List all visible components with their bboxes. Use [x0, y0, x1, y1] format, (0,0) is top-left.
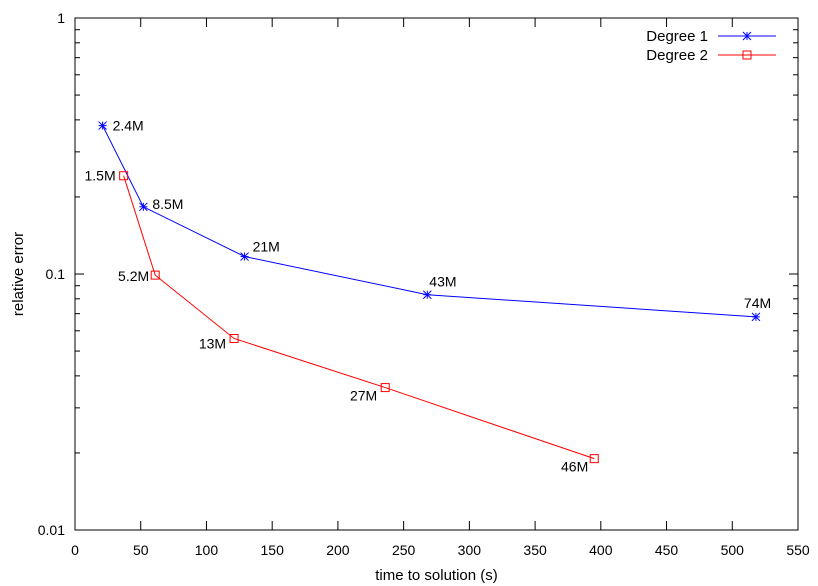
- marker-square: [742, 50, 752, 60]
- legend-label: Degree 2: [646, 47, 708, 64]
- x-tick-label: 150: [261, 542, 285, 558]
- data-label: 13M: [199, 335, 226, 351]
- data-label: 5.2M: [118, 268, 149, 284]
- y-tick-label: 0.1: [46, 266, 66, 282]
- marker-asterisk: [742, 31, 752, 41]
- legend: Degree 1 Degree 2: [646, 28, 776, 64]
- x-tick-label: 300: [458, 542, 482, 558]
- marker-square: [589, 454, 599, 464]
- x-axis-title: time to solution (s): [375, 567, 498, 584]
- marker-asterisk: [240, 252, 249, 261]
- y-tick-label: 1: [57, 10, 65, 26]
- marker-square: [150, 270, 160, 280]
- data-label: 27M: [350, 388, 377, 404]
- x-tick-label: 550: [786, 542, 810, 558]
- series-layer: [98, 121, 761, 464]
- axis-tick-labels: 0 50 100 150 200 250 300 350 400 450 500 550 0.01 0.1…: [38, 10, 810, 558]
- marker-stroke: [742, 31, 752, 41]
- marker-stroke: [139, 202, 148, 212]
- x-tick-label: 250: [392, 542, 416, 558]
- data-label: 46M: [561, 459, 588, 475]
- marker-asterisk: [98, 121, 107, 130]
- y-axis-title: relative error: [10, 232, 27, 316]
- marker-stroke: [98, 121, 107, 130]
- x-tick-label: 400: [589, 542, 613, 558]
- marker-asterisk: [422, 290, 432, 300]
- point-labels: 2.4M 8.5M 21M 43M 74M 1.5M 5.2M 13M 27M 46M: [85, 118, 772, 475]
- x-tick-label: 450: [655, 542, 679, 558]
- marker-stroke: [751, 312, 761, 322]
- marker-stroke: [422, 290, 432, 300]
- legend-label: Degree 1: [646, 28, 708, 45]
- data-label: 1.5M: [85, 168, 116, 184]
- data-label: 43M: [429, 274, 456, 290]
- marker-square: [380, 383, 390, 393]
- x-tick-label: 100: [195, 542, 219, 558]
- y-tick-label: 0.01: [38, 522, 65, 538]
- data-label: 8.5M: [152, 196, 183, 212]
- marker-asterisk: [139, 202, 148, 212]
- x-tick-label: 350: [523, 542, 547, 558]
- x-tick-label: 500: [721, 542, 745, 558]
- data-label: 2.4M: [113, 118, 144, 134]
- x-tick-label: 50: [133, 542, 149, 558]
- data-label: 74M: [744, 295, 771, 311]
- marker-asterisk: [751, 312, 761, 322]
- axis-ticks: [74, 17, 799, 531]
- marker-stroke: [240, 252, 249, 261]
- x-tick-label: 0: [71, 542, 79, 558]
- data-label: 21M: [253, 239, 280, 255]
- marker-square: [119, 171, 129, 181]
- series-line: [123, 175, 595, 460]
- x-tick-label: 200: [326, 542, 350, 558]
- marker-square: [229, 333, 239, 343]
